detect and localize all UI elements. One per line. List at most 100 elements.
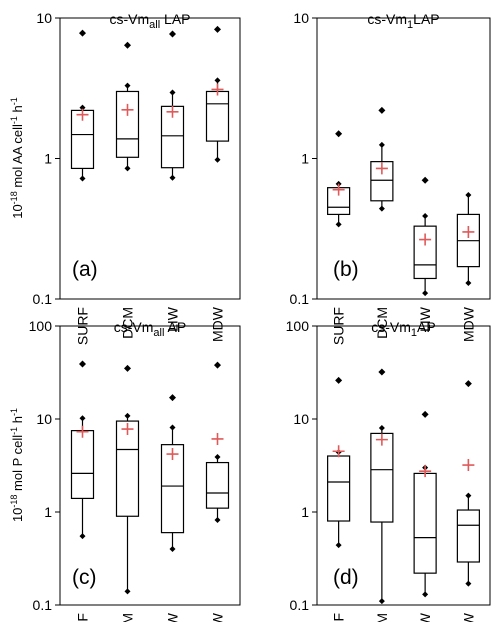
mean-marker xyxy=(332,183,345,196)
outlier-point xyxy=(378,368,386,376)
outlier-point xyxy=(421,410,429,418)
min-marker xyxy=(79,533,86,540)
outlier-point xyxy=(335,376,343,384)
max-marker xyxy=(378,425,385,432)
box-iqr xyxy=(70,430,95,500)
chart-panel-3: 0.1 1 10 100 cs-Vmall AP (c) SURF DCM LIW MDW xyxy=(29,318,241,622)
max-marker xyxy=(214,454,221,461)
chart-title: cs-Vmall LAP xyxy=(109,11,190,31)
y-tick-label: 0.1 xyxy=(290,597,310,613)
min-marker xyxy=(422,591,429,598)
max-marker xyxy=(422,212,429,219)
box-mdw: MDW xyxy=(456,380,480,622)
max-marker xyxy=(124,82,131,89)
box-mdw: MDW xyxy=(205,25,230,342)
chart-title: cs-Vm1AP xyxy=(371,319,435,339)
min-marker xyxy=(124,165,131,172)
box-liw: LIW xyxy=(413,410,437,622)
min-marker xyxy=(214,517,221,524)
box-dcm: DCM xyxy=(115,364,140,622)
chart-panel-1: 0.1 1 10 cs-Vmall LAP (a)SURF DCM LIW MDW xyxy=(33,10,241,345)
box-liw: LIW xyxy=(160,30,185,332)
category-label: LIW xyxy=(417,306,433,332)
min-marker xyxy=(465,580,472,587)
min-marker xyxy=(214,156,221,163)
y-tick-label: 10 xyxy=(36,10,52,26)
y-axis-titles: 10-18 mol AA cell-1 h-1 10-18 mol P cell-… xyxy=(9,97,25,522)
min-marker xyxy=(335,542,342,549)
box-suf: SUF xyxy=(327,376,351,622)
mean-marker xyxy=(375,162,388,175)
panel-label: (d) xyxy=(333,566,359,589)
chart-title: cs-Vmall AP xyxy=(114,319,186,339)
category-label: DCM xyxy=(120,307,136,339)
min-marker xyxy=(169,546,176,553)
mean-marker xyxy=(375,433,388,446)
y-tick-label: 100 xyxy=(29,318,53,334)
panel-label: (b) xyxy=(333,258,359,281)
max-marker xyxy=(169,424,176,431)
y-tick-label: 1 xyxy=(301,504,309,520)
min-marker xyxy=(378,598,385,605)
outlier-point xyxy=(421,176,429,184)
y-axis-title: 10-18 mol AA cell-1 h-1 xyxy=(9,97,25,219)
category-label: MDW xyxy=(210,612,226,622)
category-label: DCM xyxy=(374,307,390,339)
min-marker xyxy=(124,588,131,595)
outlier-point xyxy=(335,130,343,138)
panel-label: (c) xyxy=(72,566,97,589)
category-label: MDW xyxy=(460,306,476,342)
outlier-point xyxy=(464,380,472,388)
mean-marker xyxy=(462,225,475,238)
y-tick-label: 10 xyxy=(293,10,309,26)
outlier-point xyxy=(214,25,221,33)
max-marker xyxy=(169,89,176,96)
box-mdw: MDW xyxy=(456,191,480,342)
min-marker xyxy=(465,279,472,286)
box-iqr xyxy=(327,455,351,522)
max-marker xyxy=(465,191,472,198)
min-marker xyxy=(79,175,86,182)
plot-frame xyxy=(59,325,241,606)
box-iqr xyxy=(115,90,140,158)
category-label: DCM xyxy=(374,613,390,622)
box-iqr xyxy=(205,461,230,509)
min-marker xyxy=(422,290,429,297)
max-marker xyxy=(79,104,86,111)
y-tick-label: 0.1 xyxy=(290,291,310,307)
y-tick-label: 1 xyxy=(44,151,52,167)
outlier-point xyxy=(378,106,386,114)
category-label: LIW xyxy=(165,612,181,622)
mean-marker xyxy=(76,425,89,438)
outlier-point xyxy=(169,30,176,38)
outlier-point xyxy=(214,361,221,369)
y-axis-title: 10-18 mol P cell-1 h-1 xyxy=(9,408,25,522)
mean-marker xyxy=(419,465,432,478)
box-dcm: DCM xyxy=(370,368,394,622)
mean-marker xyxy=(211,83,224,96)
box-dcm: DCM xyxy=(370,106,394,339)
box-liw: LIW xyxy=(413,176,437,332)
plot-frame xyxy=(316,325,491,606)
box-surf: SURF xyxy=(327,130,351,345)
category-label: SUF xyxy=(331,613,347,622)
box-iqr xyxy=(370,161,394,202)
box-iqr xyxy=(115,420,140,517)
box-surf: SURF xyxy=(70,360,95,622)
max-marker xyxy=(214,77,221,84)
y-tick-label: 10 xyxy=(293,411,309,427)
mean-marker xyxy=(211,432,224,445)
y-tick-label: 10 xyxy=(36,411,52,427)
y-tick-label: 1 xyxy=(301,151,309,167)
y-tick-label: 0.1 xyxy=(33,597,53,613)
box-iqr xyxy=(205,90,230,142)
outlier-point xyxy=(169,394,176,402)
mean-marker xyxy=(332,445,345,458)
mean-marker xyxy=(166,448,179,461)
min-marker xyxy=(335,221,342,228)
box-iqr xyxy=(413,472,437,574)
outlier-point xyxy=(79,29,86,37)
max-marker xyxy=(79,415,86,422)
min-marker xyxy=(378,205,385,212)
